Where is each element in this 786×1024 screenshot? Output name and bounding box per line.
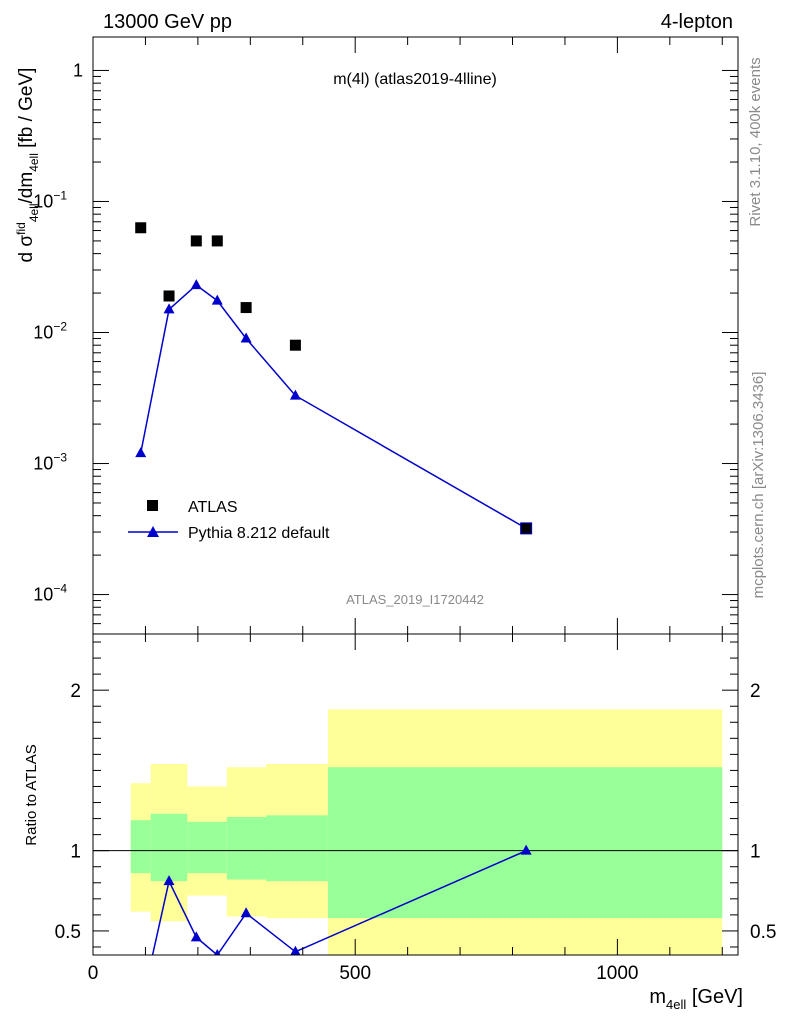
ratio-inner-band bbox=[187, 821, 227, 874]
x-tick-label: 1000 bbox=[596, 963, 638, 984]
ratio-pythia-point bbox=[213, 949, 221, 955]
ratio-y-axis-label: Ratio to ATLAS bbox=[23, 744, 40, 845]
y-axis-label: d σfid4ell/dm4ell [fb / GeV] bbox=[14, 68, 41, 263]
ratio-y-tick-label-right: 1 bbox=[750, 842, 761, 863]
header-process: 4-lepton bbox=[661, 11, 733, 33]
y-tick-label: 1 bbox=[73, 60, 83, 80]
legend-pythia-marker bbox=[147, 526, 159, 537]
overlap-point-edge bbox=[520, 522, 533, 535]
pythia-point bbox=[240, 332, 252, 343]
ratio-frame bbox=[92, 633, 739, 956]
atlas-point bbox=[211, 235, 223, 247]
x-tick-label: 500 bbox=[339, 963, 371, 984]
legend: ATLAS Pythia 8.212 default bbox=[128, 499, 330, 542]
ratio-y-tick-label-left: 2 bbox=[70, 681, 81, 702]
pythia-point bbox=[135, 447, 147, 458]
x-tick-label: 0 bbox=[88, 963, 99, 984]
legend-pythia-label: Pythia 8.212 default bbox=[188, 525, 330, 542]
main-panel: 110−110−210−310−4 m(4l) (atlas2019-4llin… bbox=[14, 36, 739, 635]
ratio-y-tick-label-right: 2 bbox=[750, 681, 761, 702]
ratio-y-tick-label-right: 0.5 bbox=[750, 922, 776, 943]
ratio-inner-band bbox=[130, 820, 151, 874]
ratio-inner-band bbox=[327, 767, 723, 919]
y-tick-label: 10−3 bbox=[33, 451, 67, 474]
ratio-panel: 0.5 0.5 1 1 2 2 0 500 1000 Ratio to ATLAS m4ell … bbox=[23, 633, 776, 1012]
atlas-point bbox=[240, 302, 252, 314]
pythia-point bbox=[163, 303, 175, 314]
legend-atlas-marker bbox=[147, 500, 158, 511]
atlas-point bbox=[520, 522, 532, 534]
pythia-line bbox=[139, 284, 527, 530]
atlas-point bbox=[190, 235, 202, 247]
pythia-point bbox=[211, 294, 223, 305]
ratio-pythia-point bbox=[190, 931, 202, 942]
pythia-point bbox=[289, 389, 301, 400]
atlas-point bbox=[163, 290, 175, 302]
pythia-point bbox=[190, 279, 202, 290]
ratio-inner-band bbox=[226, 816, 267, 880]
side-text-rivet: Rivet 3.1.10, 400k events bbox=[747, 57, 764, 226]
header-collision: 13000 GeV pp bbox=[103, 11, 232, 33]
ratio-y-tick-label-left: 1 bbox=[70, 842, 81, 863]
side-text-mcplots: mcplots.cern.ch [arXiv:1306.3436] bbox=[750, 372, 767, 599]
main-frame bbox=[92, 36, 739, 635]
ratio-pythia-point bbox=[240, 907, 252, 918]
ratio-pythia-point bbox=[135, 1002, 146, 1012]
y-tick-label: 10−2 bbox=[33, 320, 67, 343]
legend-atlas-label: ATLAS bbox=[188, 499, 238, 516]
watermark: ATLAS_2019_I1720442 bbox=[346, 592, 484, 607]
y-tick-label: 10−4 bbox=[33, 582, 67, 605]
ratio-y-tick-label-left: 0.5 bbox=[55, 922, 81, 943]
ratio-pythia-point bbox=[520, 844, 532, 855]
atlas-point bbox=[289, 339, 301, 351]
x-axis-label: m4ell [GeV] bbox=[649, 986, 743, 1012]
ratio-pythia-point bbox=[290, 945, 301, 955]
plot-title: m(4l) (atlas2019-4lline) bbox=[333, 71, 497, 88]
ratio-pythia-point bbox=[163, 875, 175, 886]
ratio-inner-band bbox=[150, 813, 188, 882]
ratio-inner-band bbox=[266, 815, 328, 882]
atlas-point bbox=[135, 222, 147, 234]
